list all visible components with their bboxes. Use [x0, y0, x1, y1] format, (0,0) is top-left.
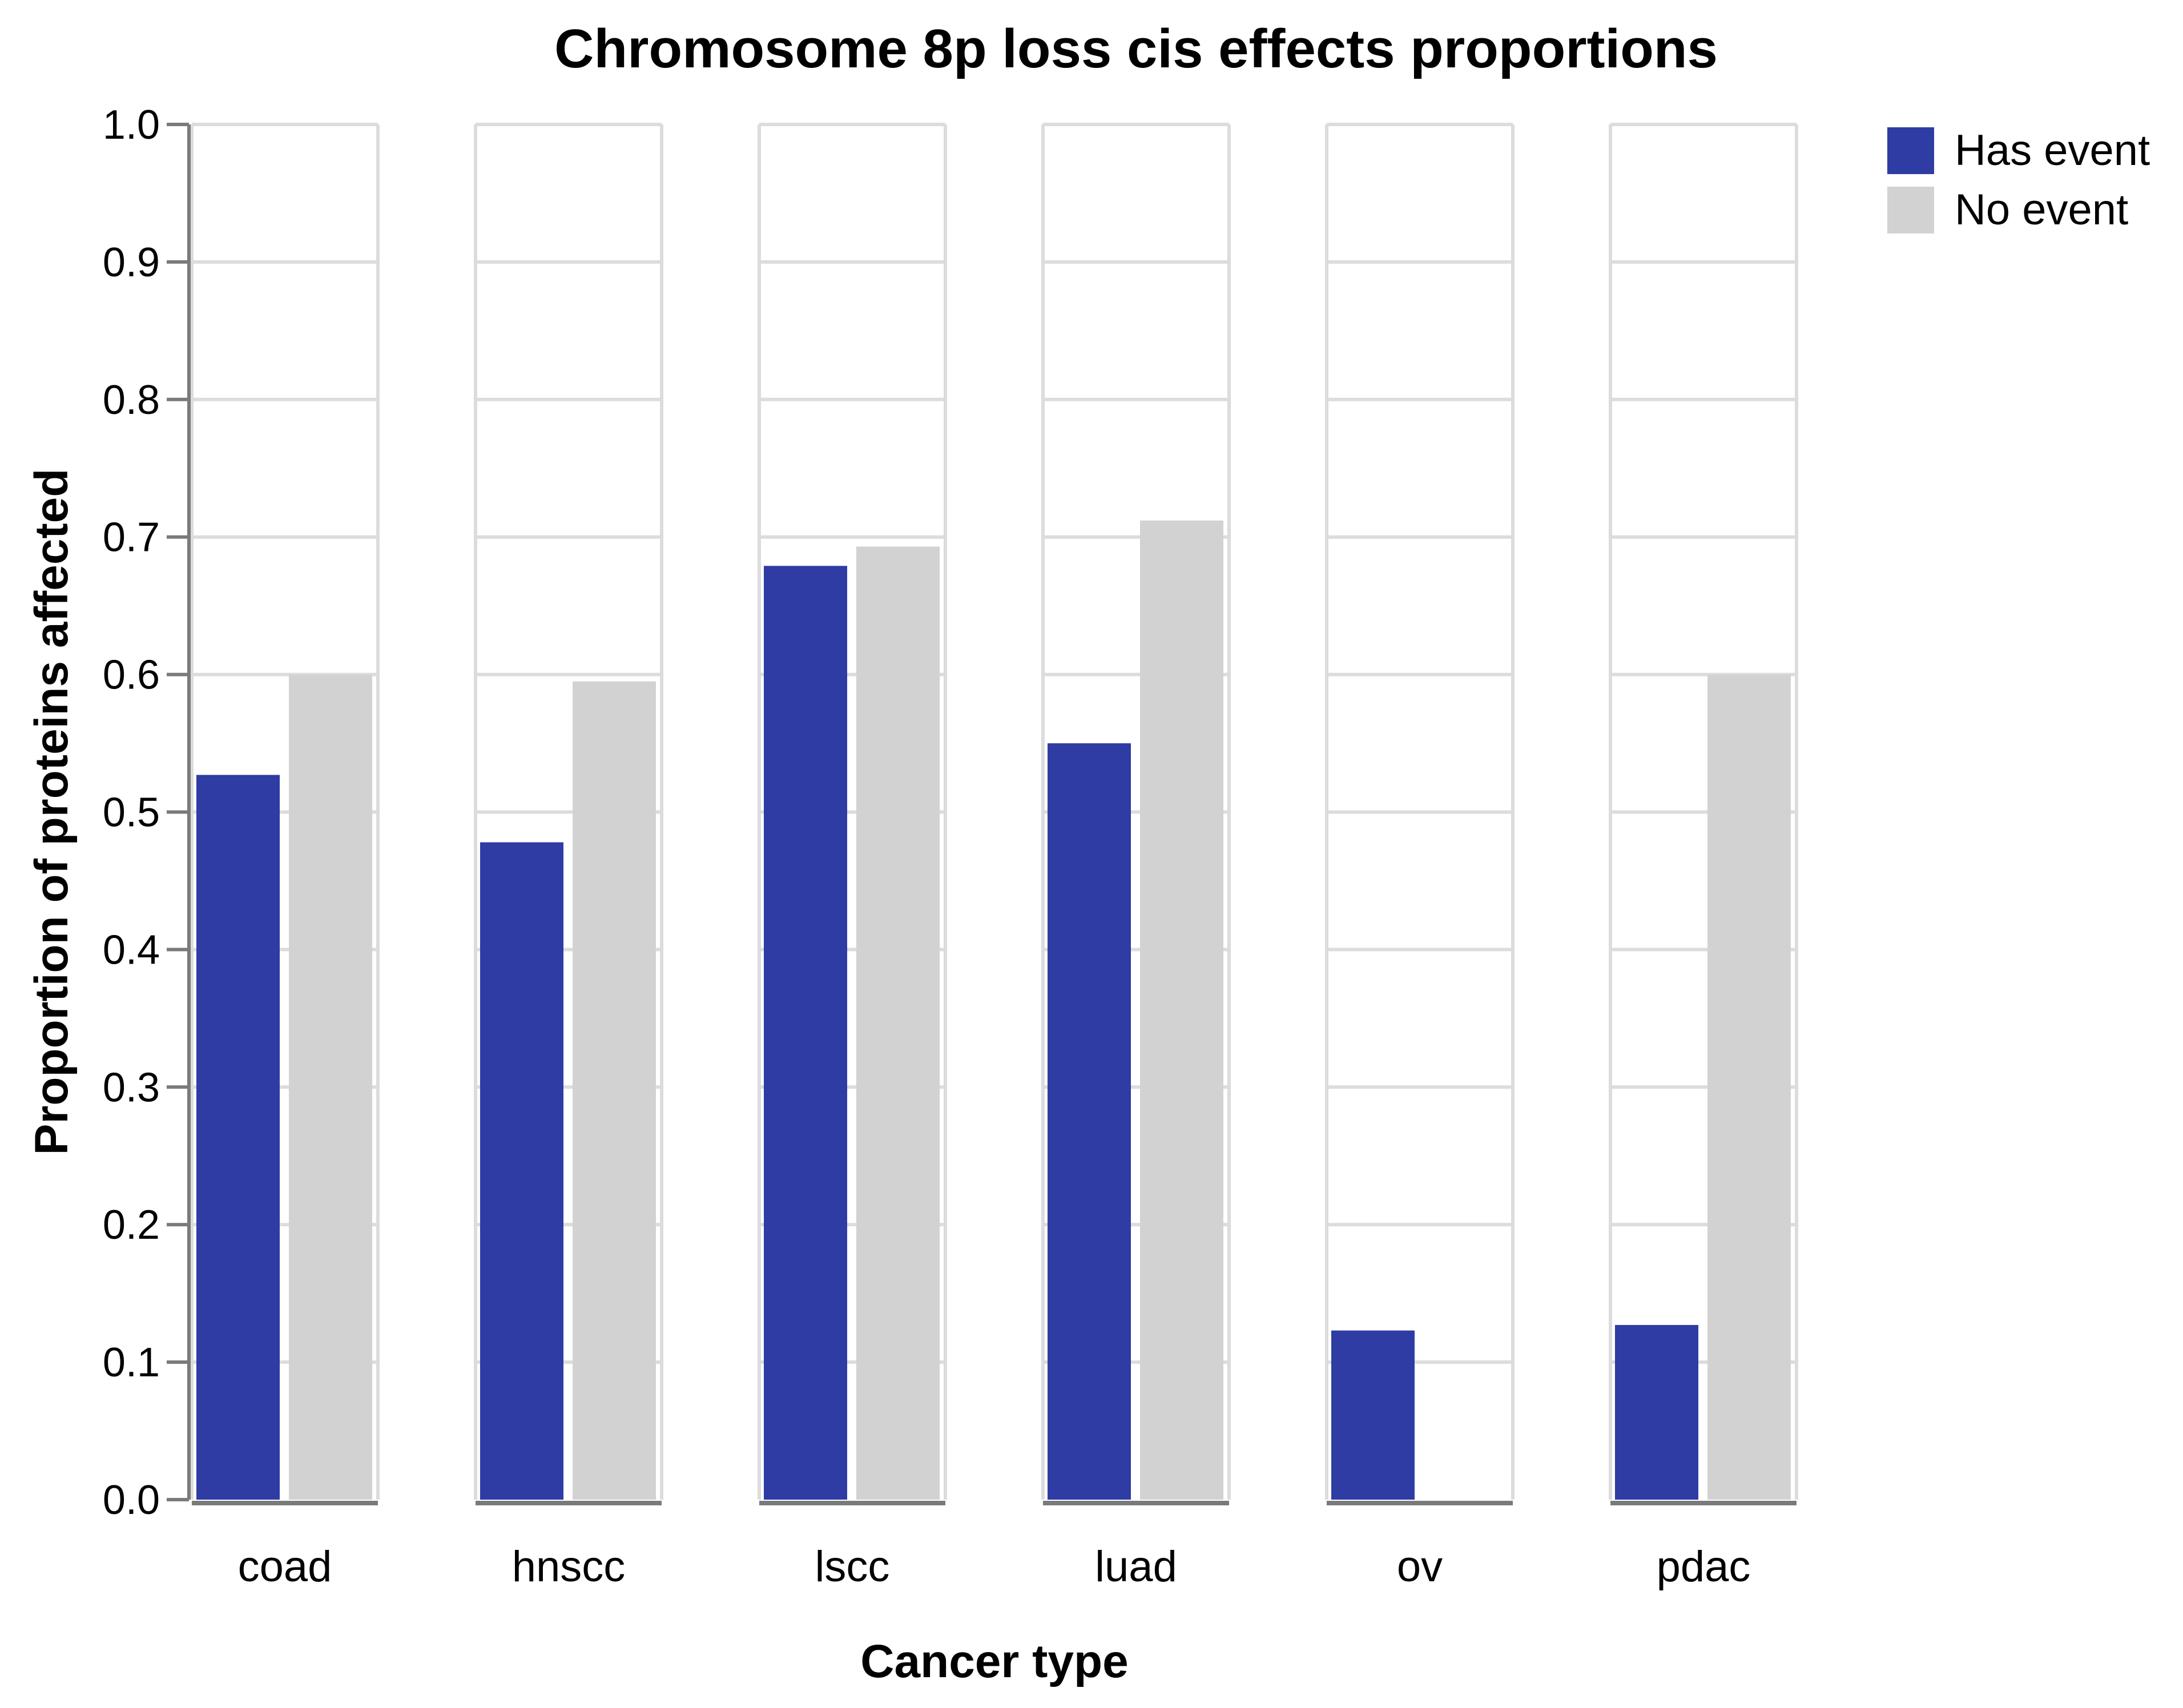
y-tick-label: 0.7 — [103, 515, 160, 561]
bar-hnscc-no-event — [573, 681, 656, 1500]
axis-layer: coad hnscc lscc luad ov pdac 0.0 0.1 0.2 0.3 0.4 0.… — [103, 102, 1797, 1591]
y-axis-title: Proportion of proteins affected — [26, 469, 78, 1155]
y-tick-label: 0.0 — [103, 1477, 160, 1523]
y-tick-label: 0.8 — [103, 377, 160, 423]
bar-hnscc-has-event — [480, 842, 563, 1500]
x-tick-label: coad — [238, 1542, 332, 1591]
bar-coad-has-event — [196, 775, 280, 1500]
legend-label: Has event — [1955, 126, 2150, 175]
x-tick-label: hnscc — [512, 1542, 626, 1591]
grid-layer — [190, 123, 1798, 1500]
y-tick-label: 0.3 — [103, 1065, 160, 1110]
bar-lscc-has-event — [764, 566, 847, 1500]
y-tick-label: 0.9 — [103, 240, 160, 285]
bar-luad-has-event — [1048, 743, 1131, 1500]
y-tick-label: 0.1 — [103, 1340, 160, 1385]
bar-ov-has-event — [1331, 1330, 1415, 1500]
legend: Has event No event — [1887, 126, 2150, 234]
legend-swatch-no-event — [1887, 187, 1934, 233]
bar-pdac-no-event — [1707, 674, 1791, 1500]
y-tick-label: 0.4 — [103, 927, 160, 973]
y-tick-label: 0.6 — [103, 652, 160, 698]
chart-title: Chromosome 8p loss cis effects proportio… — [554, 18, 1718, 79]
x-tick-label: ov — [1397, 1542, 1443, 1591]
x-axis-title: Cancer type — [860, 1636, 1128, 1687]
y-tick-label: 1.0 — [103, 102, 160, 148]
legend-swatch-has-event — [1887, 127, 1934, 174]
bar-luad-no-event — [1140, 520, 1223, 1500]
bar-pdac-has-event — [1615, 1325, 1698, 1500]
bars-layer — [196, 520, 1791, 1500]
legend-label: No event — [1955, 186, 2128, 234]
y-tick-label: 0.5 — [103, 790, 160, 836]
y-tick-label: 0.2 — [103, 1202, 160, 1248]
bar-coad-no-event — [289, 674, 372, 1500]
x-tick-label: lscc — [815, 1542, 890, 1591]
bar-lscc-no-event — [856, 546, 940, 1500]
x-tick-label: pdac — [1657, 1542, 1751, 1591]
x-tick-label: luad — [1095, 1542, 1177, 1591]
